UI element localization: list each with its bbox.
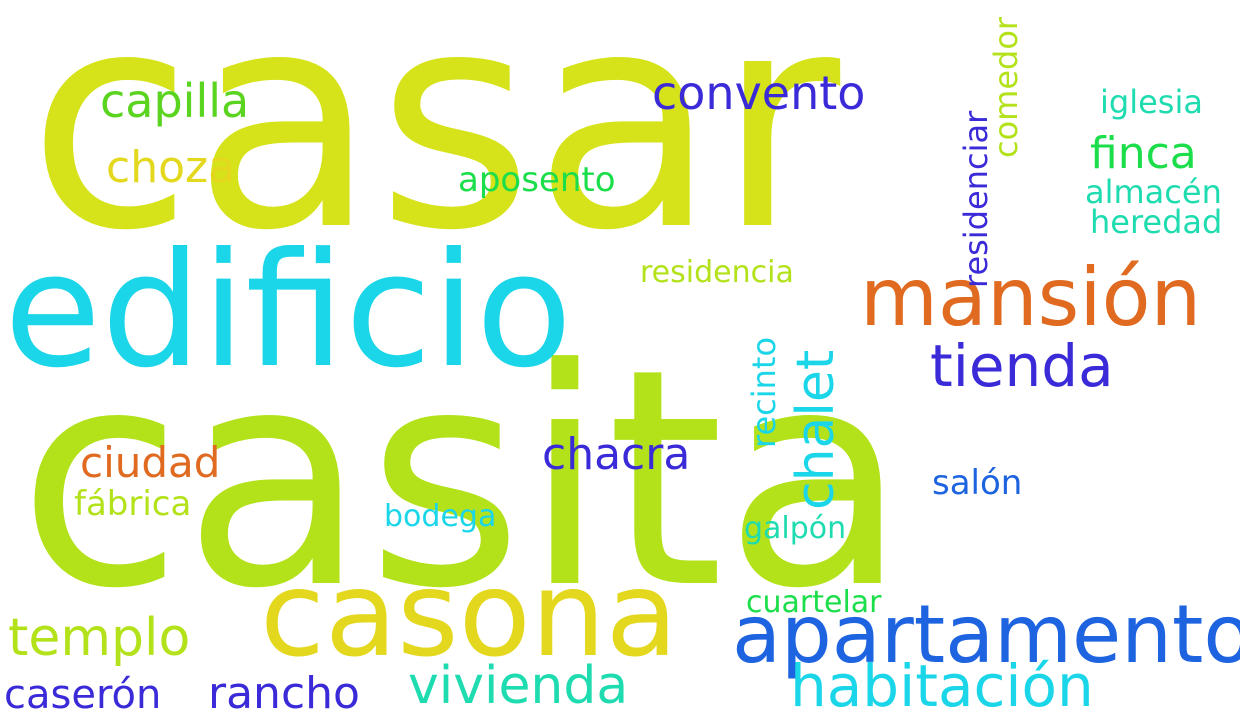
word-vivienda: vivienda <box>408 656 629 716</box>
word-cuartelar: cuartelar <box>746 585 882 620</box>
word-habitacion: habitación <box>790 652 1094 720</box>
word-comedor: comedor <box>987 16 1025 158</box>
word-templo: templo <box>8 608 191 668</box>
word-recinto: recinto <box>745 336 783 448</box>
word-mansion: mansión <box>860 251 1202 344</box>
word-casona: casona <box>260 545 678 683</box>
word-chacra: chacra <box>542 429 691 480</box>
word-galpon: galpón <box>744 511 847 546</box>
word-capilla: capilla <box>100 74 250 128</box>
word-fabrica: fábrica <box>74 484 192 524</box>
word-casita: casita <box>18 305 908 654</box>
word-residencia: residencia <box>640 255 794 290</box>
word-apartamento: apartamento <box>732 588 1240 681</box>
word-choza: choza <box>106 142 236 193</box>
word-chalet: chalet <box>786 349 846 510</box>
word-casar: casar <box>28 0 841 296</box>
word-ciudad: ciudad <box>80 438 221 487</box>
word-convento: convento <box>652 66 866 120</box>
word-rancho: rancho <box>208 668 360 719</box>
word-almacen: almacén <box>1085 173 1222 211</box>
word-finca: finca <box>1090 128 1197 179</box>
word-salon: salón <box>932 463 1023 503</box>
word-edificio: edificio <box>4 219 573 403</box>
word-bodega: bodega <box>384 499 497 534</box>
word-aposento: aposento <box>458 160 616 200</box>
word-iglesia: iglesia <box>1100 83 1203 121</box>
word-tienda: tienda <box>930 332 1114 400</box>
word-heredad: heredad <box>1090 203 1223 241</box>
word-caseron: caserón <box>4 672 162 718</box>
